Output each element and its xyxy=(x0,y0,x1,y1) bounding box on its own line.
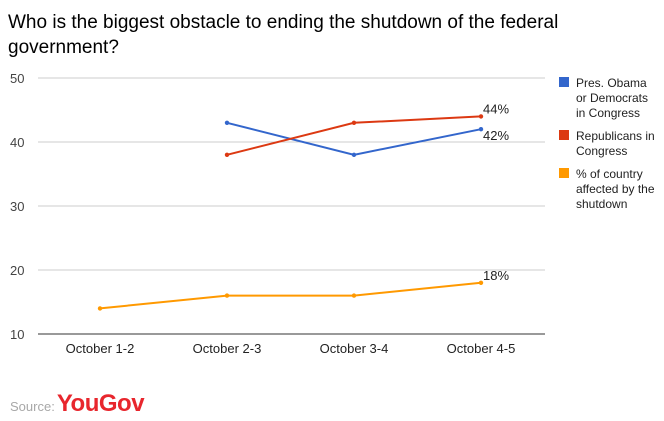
y-tick-label: 50 xyxy=(10,71,24,86)
x-tick-label: October 2-3 xyxy=(193,341,262,356)
y-tick-label: 10 xyxy=(10,327,24,342)
yougov-logo: YouGov xyxy=(56,390,145,417)
gridlines xyxy=(38,77,545,335)
data-label: 42% xyxy=(483,128,509,143)
source-credit: Source: YouGov xyxy=(10,390,145,418)
legend-label: or Democrats xyxy=(576,91,648,105)
data-point xyxy=(478,127,484,132)
legend-label: in Congress xyxy=(576,106,640,120)
legend-swatch xyxy=(559,130,569,140)
x-tick-label: October 1-2 xyxy=(66,341,135,356)
legend-label: shutdown xyxy=(576,197,627,211)
data-point xyxy=(351,152,357,157)
series-line xyxy=(226,121,482,156)
x-tick-label: October 3-4 xyxy=(320,341,389,356)
legend-label: Republicans in xyxy=(576,129,655,143)
y-tick-label: 40 xyxy=(10,135,24,150)
series-lines xyxy=(97,114,484,311)
x-tick-label: October 4-5 xyxy=(447,341,516,356)
y-tick-label: 30 xyxy=(10,199,24,214)
legend-swatch xyxy=(559,168,569,178)
data-point xyxy=(351,120,357,126)
data-point xyxy=(224,120,230,126)
legend-label: Congress xyxy=(576,144,627,158)
source-label: Source: xyxy=(10,399,55,414)
data-point xyxy=(351,293,357,298)
series-line xyxy=(99,281,482,310)
data-point xyxy=(224,293,230,298)
data-point xyxy=(224,152,230,157)
data-label: 44% xyxy=(483,101,509,116)
data-label: 18% xyxy=(483,268,509,283)
x-axis-ticks: October 1-2 October 2-3 October 3-4 October… xyxy=(66,341,516,356)
legend-swatch xyxy=(559,77,569,87)
data-labels: 42% 44% 18% xyxy=(483,101,509,282)
legend-label: affected by the xyxy=(576,182,655,196)
legend-label: Pres. Obama xyxy=(576,76,647,90)
chart-title: Who is the biggest obstacle to ending th… xyxy=(8,12,559,58)
y-axis-ticks: 10 20 30 40 50 xyxy=(10,71,24,342)
data-point xyxy=(97,306,103,311)
data-point xyxy=(478,114,484,119)
y-tick-label: 20 xyxy=(10,263,24,278)
legend-label: % of country xyxy=(576,167,643,181)
data-point xyxy=(478,280,484,285)
